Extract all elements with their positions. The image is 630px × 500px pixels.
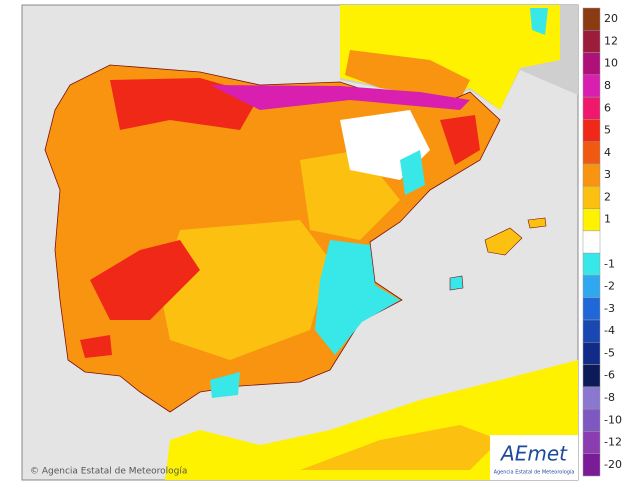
legend-label: 20 (604, 12, 618, 25)
legend-label: 10 (604, 57, 618, 70)
anomaly-cool (315, 240, 400, 355)
island (527, 217, 547, 229)
logo-name: AEmet (499, 442, 568, 466)
legend-label: 4 (604, 146, 611, 159)
legend-label: 1 (604, 213, 611, 226)
legend-swatch (582, 163, 601, 187)
legend-swatch (582, 30, 601, 53)
legend-swatch (582, 408, 601, 432)
legend-label: -20 (604, 458, 622, 471)
logo-subtitle: Agencia Estatal de Meteorología (494, 469, 575, 476)
legend-label: -2 (604, 280, 615, 293)
legend-swatch (582, 364, 601, 388)
legend-swatch (582, 386, 601, 410)
legend-swatch (582, 275, 601, 298)
legend-swatch (582, 141, 601, 165)
legend-swatch (582, 7, 601, 31)
anomaly-cool (530, 8, 548, 35)
legend-label: 3 (604, 168, 611, 181)
anomaly-mild (160, 220, 330, 360)
legend-label: 12 (604, 34, 618, 47)
legend-swatch (582, 186, 601, 209)
legend-swatch (582, 74, 601, 98)
anomaly-very-hot (210, 85, 470, 110)
legend-label: -6 (604, 369, 615, 382)
legend-swatch (582, 208, 601, 232)
island (484, 227, 523, 256)
legend: 20 12 10 8 6 5 4 3 2 1 -1 -2 -3 -4 -5 -6 -8 -10 -12 -20 (582, 7, 622, 477)
map (22, 5, 578, 480)
legend-label: -5 (604, 346, 615, 359)
legend-swatch (582, 453, 601, 477)
legend-swatch (582, 96, 601, 120)
anomaly-hot (440, 115, 480, 165)
legend-swatch (582, 431, 601, 454)
legend-label: 5 (604, 124, 611, 137)
legend-swatch (582, 52, 601, 76)
anomaly-hot (90, 240, 200, 320)
legend-swatch (582, 297, 601, 321)
legend-label: 2 (604, 190, 611, 203)
legend-label: -3 (604, 302, 615, 315)
island (449, 275, 464, 291)
legend-label: 6 (604, 101, 611, 114)
legend-swatch (582, 119, 601, 142)
legend-label: -12 (604, 436, 622, 449)
legend-label: 8 (604, 79, 611, 92)
anomaly-france-warm (345, 50, 470, 100)
legend-swatch (582, 342, 601, 365)
legend-swatch (582, 252, 601, 276)
logo-box (490, 435, 578, 480)
legend-label: -1 (604, 257, 615, 270)
legend-label: -10 (604, 413, 622, 426)
credit: © Agencia Estatal de Meteorología (30, 467, 187, 477)
legend-label: -4 (604, 324, 615, 337)
anomaly-cool (400, 150, 425, 195)
legend-swatch (582, 230, 601, 254)
anomaly-hot (80, 335, 112, 358)
anomaly-africa-warm (300, 425, 500, 470)
legend-swatch (582, 319, 601, 343)
legend-label: -8 (604, 391, 615, 404)
anomaly-cool (210, 372, 240, 398)
